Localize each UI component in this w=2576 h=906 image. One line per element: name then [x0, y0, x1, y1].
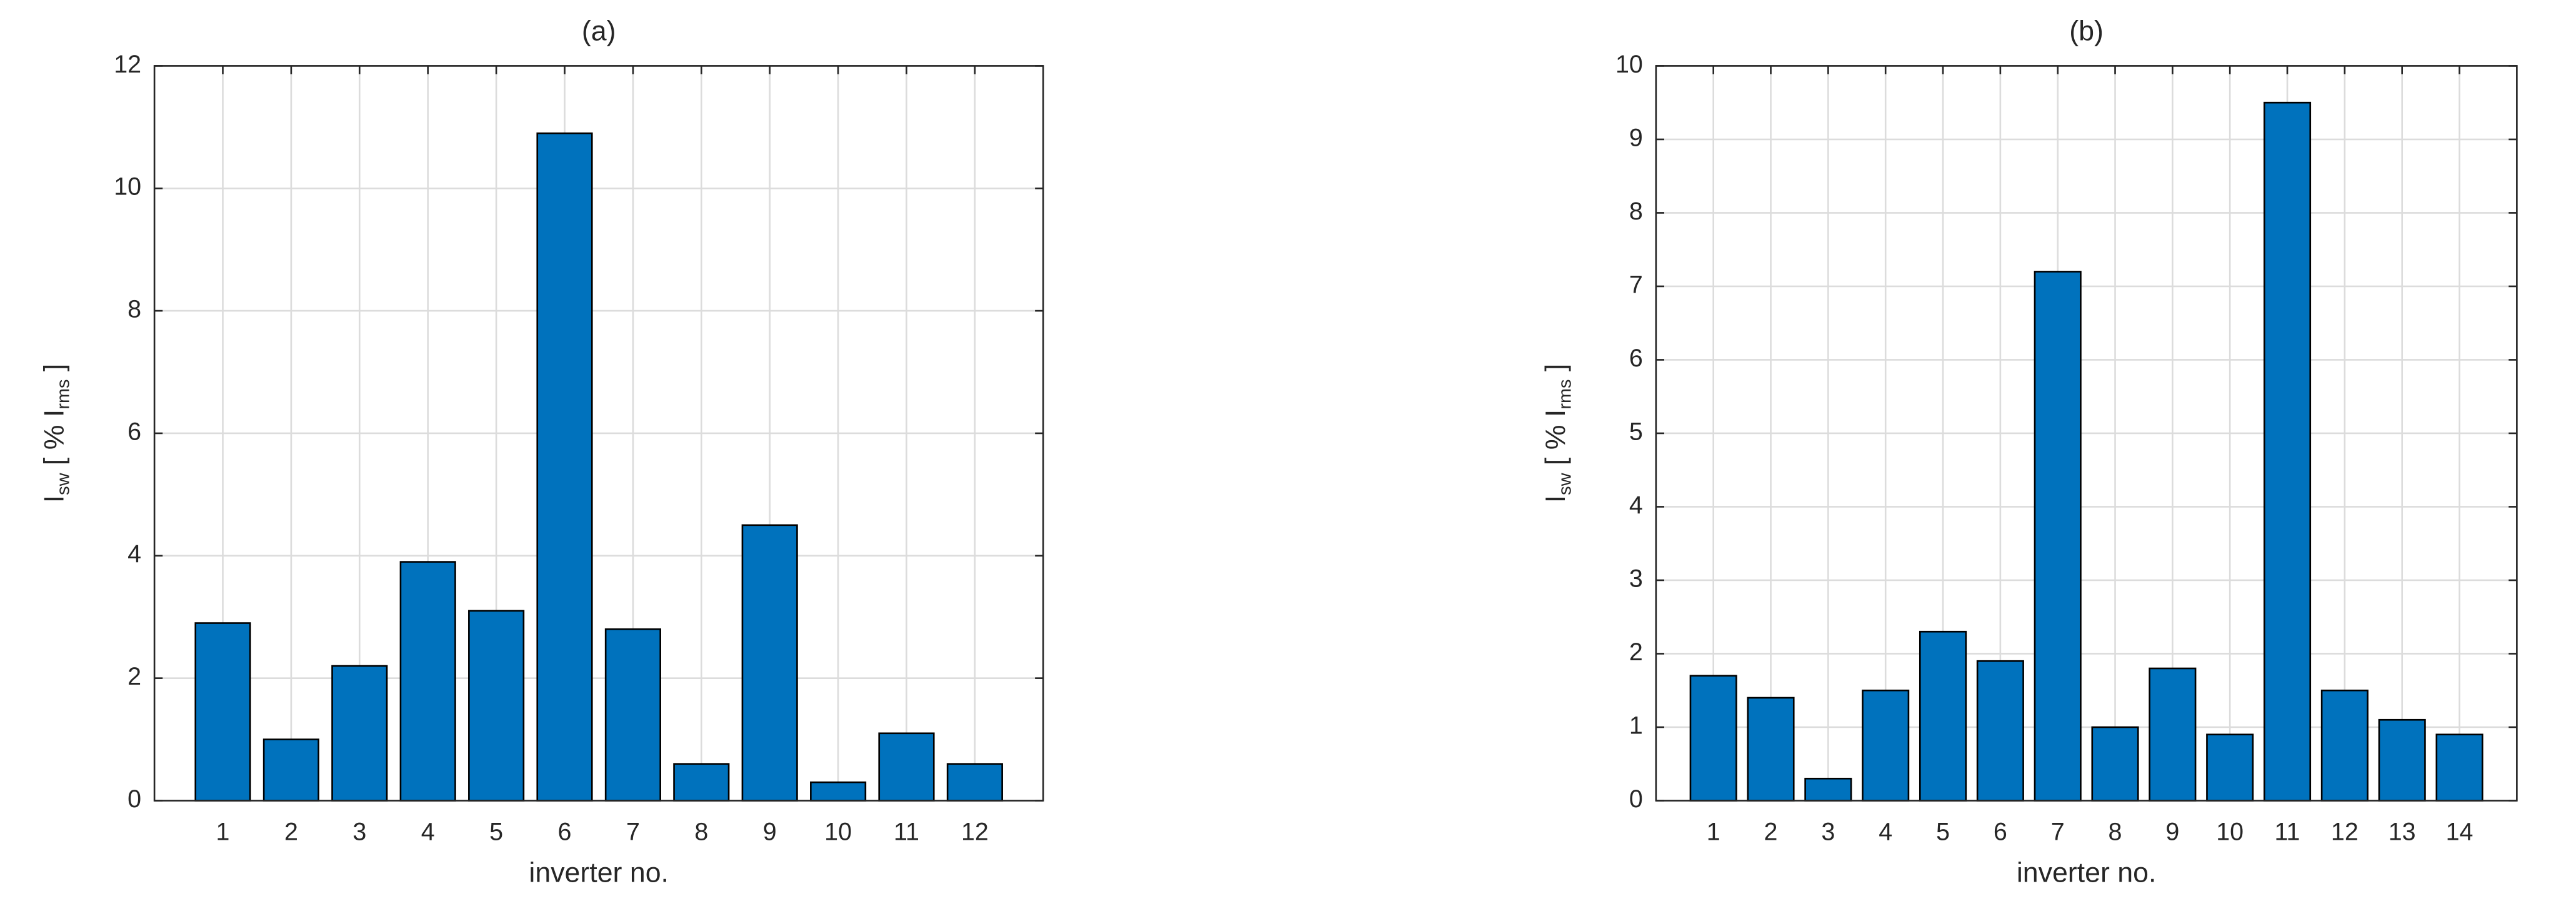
x-tick-label: 1 — [1707, 818, 1720, 845]
bar — [604, 628, 661, 802]
y-tick-label: 6 — [1629, 345, 1643, 372]
bar — [1747, 697, 1795, 802]
bar — [810, 781, 867, 802]
bar — [2149, 667, 2197, 802]
bar — [2034, 271, 2082, 802]
y-tick-label: 8 — [127, 296, 141, 323]
y-axis-label-part: [ % I — [1540, 410, 1571, 473]
y-axis-label-part: rms — [1555, 380, 1575, 410]
x-tick-label: 6 — [558, 818, 572, 845]
bar — [1919, 630, 1967, 802]
bar — [2435, 733, 2484, 802]
x-tick-label: 3 — [352, 818, 366, 845]
bar — [194, 622, 251, 802]
y-axis-label-part: rms — [53, 380, 73, 410]
y-tick-label: 9 — [1629, 124, 1643, 151]
y-tick-label: 10 — [1615, 51, 1643, 78]
y-tick-label: 10 — [114, 173, 141, 201]
y-tick-label: 8 — [1629, 198, 1643, 225]
bar — [673, 763, 730, 802]
x-axis-label: inverter no. — [529, 858, 669, 888]
x-tick-label: 11 — [894, 818, 919, 845]
bar — [2206, 733, 2254, 802]
y-axis-label: Isw [ % Irms ] — [39, 364, 73, 503]
y-axis-label-part: sw — [53, 473, 73, 495]
x-tick-label: 13 — [2389, 818, 2416, 845]
y-tick-label: 6 — [127, 418, 141, 445]
bar — [1804, 777, 1852, 802]
y-axis-label-part: sw — [1555, 473, 1575, 495]
bar — [2320, 689, 2369, 802]
axes-box — [153, 65, 1044, 802]
bar — [536, 132, 593, 802]
y-tick-label: 4 — [1629, 491, 1643, 519]
y-tick-label: 5 — [1629, 418, 1643, 445]
x-tick-label: 5 — [1936, 818, 1950, 845]
y-axis-label-part: ] — [39, 364, 69, 380]
x-tick-label: 2 — [284, 818, 298, 845]
x-tick-label: 8 — [2109, 818, 2122, 845]
x-tick-label: 9 — [763, 818, 777, 845]
x-tick-label: 9 — [2165, 818, 2179, 845]
y-axis-label-part: I — [39, 495, 69, 503]
x-tick-label: 10 — [824, 818, 852, 845]
chart-title: (b) — [2069, 16, 2104, 47]
bar — [1862, 689, 1910, 802]
axes-box — [1655, 65, 2518, 802]
x-axis-label: inverter no. — [2017, 858, 2157, 888]
x-tick-label: 1 — [216, 818, 230, 845]
chart-title: (a) — [582, 16, 616, 47]
x-tick-label: 12 — [2331, 818, 2359, 845]
y-axis-label-part: ] — [1540, 364, 1571, 380]
y-tick-label: 2 — [127, 663, 141, 690]
y-tick-label: 4 — [127, 540, 141, 568]
bar — [878, 732, 935, 802]
x-tick-label: 6 — [1994, 818, 2007, 845]
y-tick-label: 0 — [1629, 785, 1643, 813]
bar — [262, 738, 319, 802]
y-tick-label: 0 — [127, 785, 141, 813]
x-tick-label: 7 — [2051, 818, 2065, 845]
x-tick-label: 3 — [1821, 818, 1835, 845]
x-tick-label: 8 — [694, 818, 708, 845]
x-tick-label: 11 — [2275, 818, 2300, 845]
bar — [946, 763, 1003, 802]
x-tick-label: 12 — [961, 818, 989, 845]
bar — [2263, 101, 2312, 802]
y-axis-label-part: [ % I — [39, 410, 69, 473]
x-tick-label: 4 — [421, 818, 435, 845]
bar — [741, 524, 798, 802]
bar — [2378, 718, 2426, 802]
y-tick-label: 2 — [1629, 638, 1643, 666]
y-tick-label: 3 — [1629, 565, 1643, 592]
x-tick-label: 7 — [626, 818, 640, 845]
x-tick-label: 5 — [489, 818, 503, 845]
bar — [1689, 675, 1737, 802]
x-tick-label: 10 — [2216, 818, 2244, 845]
x-tick-label: 2 — [1764, 818, 1778, 845]
bar — [2091, 726, 2139, 802]
y-axis-label: Isw [ % Irms ] — [1540, 364, 1575, 503]
y-tick-label: 12 — [114, 51, 141, 78]
y-tick-label: 7 — [1629, 271, 1643, 298]
y-tick-label: 1 — [1629, 712, 1643, 739]
x-tick-label: 4 — [1879, 818, 1892, 845]
bar — [468, 610, 525, 802]
y-axis-label-part: I — [1540, 495, 1571, 503]
x-tick-label: 14 — [2446, 818, 2474, 845]
bar — [399, 561, 456, 802]
bar — [331, 665, 388, 802]
bar — [1976, 660, 2024, 802]
